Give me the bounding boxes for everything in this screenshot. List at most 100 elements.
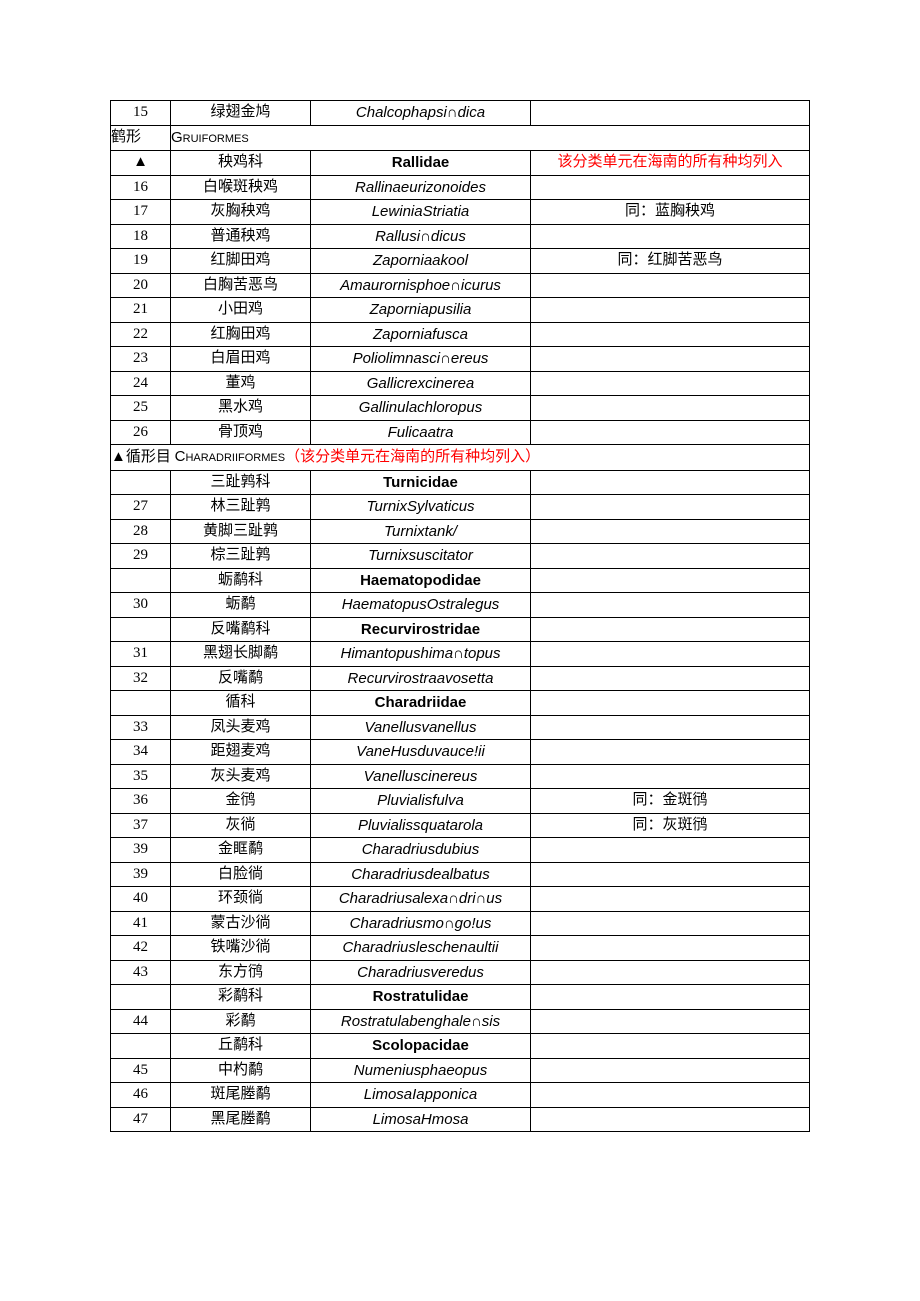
latin-name: HaematopusOstralegus — [311, 593, 531, 618]
chinese-name: 黑尾塍鹬 — [171, 1107, 311, 1132]
chinese-name: 中杓鹬 — [171, 1058, 311, 1083]
chinese-name: 林三趾鹑 — [171, 495, 311, 520]
latin-name: Gallinulachloropus — [311, 396, 531, 421]
row-index: 40 — [111, 887, 171, 912]
table-row: ▲秧鸡科Rallidae该分类单元在海南的所有种均列入 — [111, 151, 810, 176]
row-index — [111, 691, 171, 716]
latin-name: Himantopushima∩topus — [311, 642, 531, 667]
latin-name: Numeniusphaeopus — [311, 1058, 531, 1083]
chinese-name: 黑翅长脚鹬 — [171, 642, 311, 667]
row-index: 26 — [111, 420, 171, 445]
chinese-name: 黄脚三趾鹑 — [171, 519, 311, 544]
chinese-name: 东方鸻 — [171, 960, 311, 985]
note — [531, 298, 810, 323]
row-index: 16 — [111, 175, 171, 200]
latin-name: Rallidae — [311, 151, 531, 176]
latin-name: Charadriusveredus — [311, 960, 531, 985]
table-row: 31黑翅长脚鹬Himantopushima∩topus — [111, 642, 810, 667]
latin-name: LewiniaStriatia — [311, 200, 531, 225]
note — [531, 764, 810, 789]
table-row: 16白喉斑秧鸡Rallinaeurizonoides — [111, 175, 810, 200]
chinese-name: 红胸田鸡 — [171, 322, 311, 347]
table-row: 三趾鹑科Turnicidae — [111, 470, 810, 495]
note — [531, 862, 810, 887]
chinese-name: 环颈徜 — [171, 887, 311, 912]
table-row: 29棕三趾鹑Turnixsuscitator — [111, 544, 810, 569]
row-index: 43 — [111, 960, 171, 985]
note: 同：蓝胸秧鸡 — [531, 200, 810, 225]
row-index: 39 — [111, 838, 171, 863]
order-latin: Gruiformes — [171, 125, 810, 151]
species-table: 15绿翅金鸠Chalcophapsi∩dica鹤形Gruiformes▲秧鸡科R… — [110, 100, 810, 1132]
table-row: 22红胸田鸡Zaporniafusca — [111, 322, 810, 347]
row-index — [111, 617, 171, 642]
note — [531, 470, 810, 495]
chinese-name: 骨顶鸡 — [171, 420, 311, 445]
note — [531, 691, 810, 716]
table-row: 彩鹬科Rostratulidae — [111, 985, 810, 1010]
chinese-name: 秧鸡科 — [171, 151, 311, 176]
table-row: 18普通秧鸡Rallusi∩dicus — [111, 224, 810, 249]
table-row: 40环颈徜Charadriusalexa∩dri∩us — [111, 887, 810, 912]
row-index: 44 — [111, 1009, 171, 1034]
page: 15绿翅金鸠Chalcophapsi∩dica鹤形Gruiformes▲秧鸡科R… — [0, 0, 920, 1212]
table-row: 20白胸苦恶鸟Amaurornisphoe∩icurus — [111, 273, 810, 298]
latin-name: Rallinaeurizonoides — [311, 175, 531, 200]
table-row: 24董鸡Gallicrexcinerea — [111, 371, 810, 396]
latin-name: Pluvialissquatarola — [311, 813, 531, 838]
chinese-name: 白喉斑秧鸡 — [171, 175, 311, 200]
latin-name: Pluvialisfulva — [311, 789, 531, 814]
note — [531, 1058, 810, 1083]
table-row: 34距翅麦鸡VaneHusduvauce!ii — [111, 740, 810, 765]
row-index: 36 — [111, 789, 171, 814]
row-index: 22 — [111, 322, 171, 347]
row-index: 27 — [111, 495, 171, 520]
latin-name: Charadriusleschenaultii — [311, 936, 531, 961]
note — [531, 1009, 810, 1034]
note — [531, 101, 810, 126]
latin-name: Zaporniaakool — [311, 249, 531, 274]
note — [531, 985, 810, 1010]
chinese-name: 绿翅金鸠 — [171, 101, 311, 126]
latin-name: Rallusi∩dicus — [311, 224, 531, 249]
note — [531, 740, 810, 765]
row-index: 47 — [111, 1107, 171, 1132]
latin-name: Vanelluscinereus — [311, 764, 531, 789]
chinese-name: 灰徜 — [171, 813, 311, 838]
row-index — [111, 470, 171, 495]
row-index: ▲ — [111, 151, 171, 176]
latin-name: Recurvirostraavosetta — [311, 666, 531, 691]
row-index: 18 — [111, 224, 171, 249]
table-row: ▲循形目 Charadriiformes（该分类单元在海南的所有种均列入） — [111, 445, 810, 471]
latin-name: Zaporniapusilia — [311, 298, 531, 323]
note: 该分类单元在海南的所有种均列入 — [531, 151, 810, 176]
row-index — [111, 985, 171, 1010]
row-index: 28 — [111, 519, 171, 544]
latin-name: Vanellusvanellus — [311, 715, 531, 740]
chinese-name: 反嘴鹬科 — [171, 617, 311, 642]
row-index: 45 — [111, 1058, 171, 1083]
note — [531, 617, 810, 642]
latin-name: Recurvirostridae — [311, 617, 531, 642]
row-index: 41 — [111, 911, 171, 936]
row-index: 42 — [111, 936, 171, 961]
chinese-name: 距翅麦鸡 — [171, 740, 311, 765]
table-row: 15绿翅金鸠Chalcophapsi∩dica — [111, 101, 810, 126]
latin-name: Charadriusalexa∩dri∩us — [311, 887, 531, 912]
row-index — [111, 1034, 171, 1059]
note — [531, 715, 810, 740]
row-index: 21 — [111, 298, 171, 323]
latin-name: Turnixtank/ — [311, 519, 531, 544]
table-row: 45中杓鹬Numeniusphaeopus — [111, 1058, 810, 1083]
table-row: 39金眶鹬Charadriusdubius — [111, 838, 810, 863]
row-index: 46 — [111, 1083, 171, 1108]
row-index: 17 — [111, 200, 171, 225]
row-index: 39 — [111, 862, 171, 887]
table-row: 蛎鹬科Haematopodidae — [111, 568, 810, 593]
latin-name: LimosaIapponica — [311, 1083, 531, 1108]
chinese-name: 黑水鸡 — [171, 396, 311, 421]
latin-name: Turnicidae — [311, 470, 531, 495]
chinese-name: 反嘴鹬 — [171, 666, 311, 691]
latin-name: Zaporniafusca — [311, 322, 531, 347]
chinese-name: 彩鹬 — [171, 1009, 311, 1034]
